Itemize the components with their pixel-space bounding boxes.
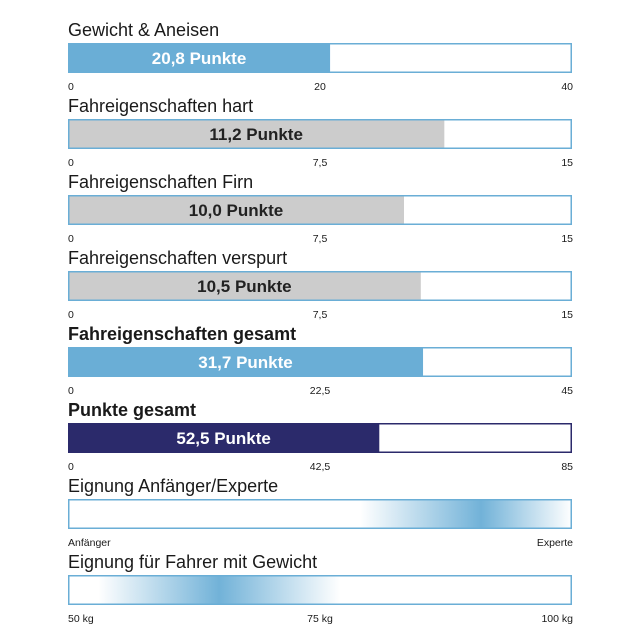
bar-fill — [68, 347, 424, 377]
row-title: Eignung für Fahrer mit Gewicht — [68, 552, 317, 572]
tick-label: 50 kg — [68, 613, 94, 625]
tick-label: 100 kg — [541, 613, 573, 625]
bar-fill — [68, 43, 331, 73]
tick-label: 15 — [561, 233, 573, 245]
row-title: Fahreigenschaften Firn — [68, 172, 253, 192]
bar-outline — [68, 43, 572, 73]
row-title: Eignung Anfänger/Experte — [68, 476, 278, 496]
row-title: Fahreigenschaften verspurt — [68, 248, 287, 268]
bar-fill — [68, 119, 445, 149]
tick-label: 85 — [561, 461, 573, 473]
tick-label: 7,5 — [313, 309, 328, 321]
row-title: Punkte gesamt — [68, 400, 196, 420]
row-title: Fahreigenschaften gesamt — [68, 324, 296, 344]
suitability-gradient — [68, 499, 572, 529]
bar-outline — [68, 119, 572, 149]
tick-label: 0 — [68, 309, 74, 321]
bar-value-label: 52,5 Punkte — [176, 429, 271, 448]
tick-label: Anfänger — [68, 537, 111, 549]
tick-label: 20 — [314, 81, 326, 93]
tick-label: 15 — [561, 309, 573, 321]
bar-value-label: 11,2 Punkte — [209, 125, 303, 144]
tick-label: 7,5 — [313, 157, 328, 169]
tick-label: Experte — [537, 537, 573, 549]
row-title: Gewicht & Aneisen — [68, 20, 219, 40]
gradient-outline — [68, 575, 572, 605]
tick-label: 45 — [561, 385, 573, 397]
tick-label: 0 — [68, 81, 74, 93]
bar-outline — [68, 195, 572, 225]
bar-fill — [68, 195, 404, 225]
bar-outline — [68, 347, 572, 377]
tick-label: 40 — [561, 81, 573, 93]
row-title: Fahreigenschaften hart — [68, 96, 253, 116]
bar-fill — [68, 423, 380, 453]
bar-value-label: 31,7 Punkte — [198, 353, 293, 372]
gradient-outline — [68, 499, 572, 529]
tick-label: 7,5 — [313, 233, 328, 245]
bar-fill — [68, 271, 421, 301]
tick-label: 75 kg — [307, 613, 333, 625]
suitability-gradient — [68, 575, 572, 605]
bar-outline — [68, 423, 572, 453]
bar-value-label: 20,8 Punkte — [152, 49, 247, 68]
tick-label: 0 — [68, 461, 74, 473]
bar-value-label: 10,5 Punkte — [197, 277, 292, 296]
tick-label: 22,5 — [310, 385, 331, 397]
tick-label: 0 — [68, 385, 74, 397]
tick-label: 42,5 — [310, 461, 331, 473]
bar-outline — [68, 271, 572, 301]
tick-label: 15 — [561, 157, 573, 169]
tick-label: 0 — [68, 157, 74, 169]
tick-label: 0 — [68, 233, 74, 245]
bar-value-label: 10,0 Punkte — [189, 201, 284, 220]
